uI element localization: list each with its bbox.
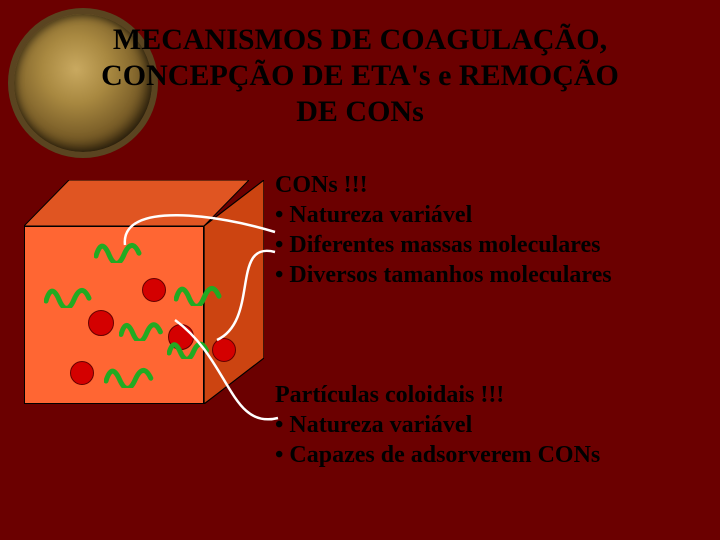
colloidal-particle-dot xyxy=(142,278,166,302)
bullet-item: • Natureza variável xyxy=(275,410,715,440)
title-line-2: CONCEPÇÃO DE ETA's e REMOÇÃO xyxy=(20,58,700,94)
particulas-heading: Partículas coloidais !!! xyxy=(275,380,715,410)
cube-diagram xyxy=(24,180,249,410)
slide-title: MECANISMOS DE COAGULAÇÃO, CONCEPÇÃO DE E… xyxy=(0,0,720,130)
colloidal-particle-dot xyxy=(212,338,236,362)
title-line-1: MECANISMOS DE COAGULAÇÃO, xyxy=(20,22,700,58)
cons-text-block: CONs !!! • Natureza variável• Diferentes… xyxy=(275,170,715,290)
particulas-bullets: • Natureza variável• Capazes de adsorver… xyxy=(275,410,715,470)
colloidal-particle-dot xyxy=(88,310,114,336)
colloidal-particle-dot xyxy=(70,361,94,385)
bullet-item: • Diferentes massas moleculares xyxy=(275,230,715,260)
con-squiggle xyxy=(44,280,94,308)
con-squiggle xyxy=(104,360,156,388)
con-squiggle xyxy=(94,235,144,263)
cons-bullets: • Natureza variável• Diferentes massas m… xyxy=(275,200,715,290)
con-squiggle xyxy=(119,315,165,341)
cons-heading: CONs !!! xyxy=(275,170,715,200)
bullet-item: • Diversos tamanhos moleculares xyxy=(275,260,715,290)
bullet-item: • Capazes de adsorverem CONs xyxy=(275,440,715,470)
con-squiggle xyxy=(167,335,211,359)
particulas-text-block: Partículas coloidais !!! • Natureza vari… xyxy=(275,380,715,470)
con-squiggle xyxy=(174,278,224,306)
bullet-item: • Natureza variável xyxy=(275,200,715,230)
title-line-3: DE CONs xyxy=(20,94,700,130)
